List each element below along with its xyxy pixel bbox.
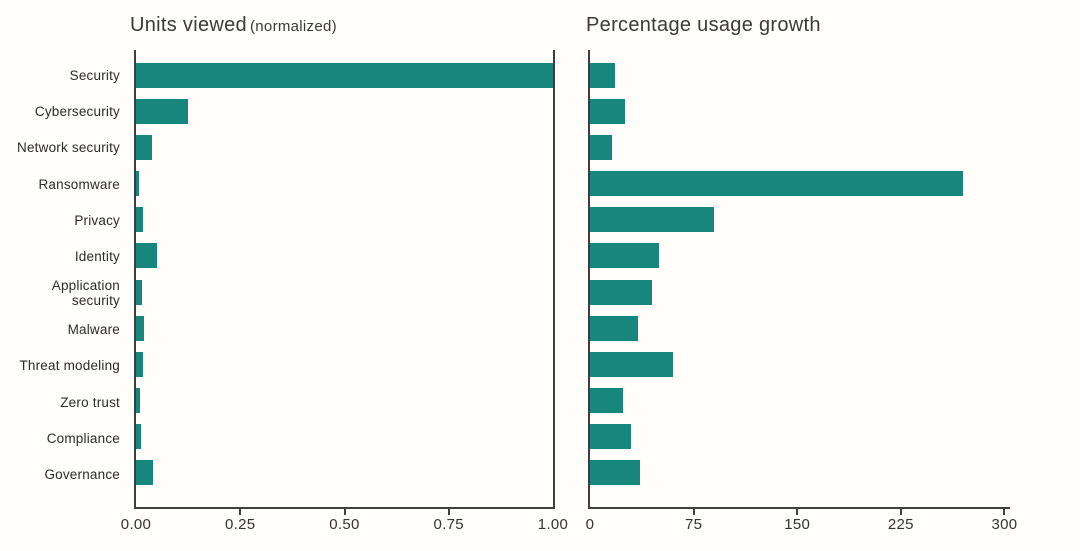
bar-identity <box>136 243 157 269</box>
bar-zero-trust <box>590 388 624 414</box>
category-label: Ransomware <box>38 176 120 192</box>
bar-compliance <box>590 424 632 450</box>
bar-identity <box>590 243 660 269</box>
bar-threat-modeling <box>590 351 673 377</box>
bar-network-security <box>136 134 152 160</box>
bar-governance <box>590 460 640 486</box>
bar-row <box>136 419 553 455</box>
bar-row <box>590 346 1010 382</box>
x-tick-label: 1.00 <box>537 516 569 533</box>
chart-title-units-viewed: Units viewed (normalized) <box>130 14 337 37</box>
bar-security <box>590 62 615 88</box>
plot-area-units-viewed <box>134 50 555 509</box>
x-tick-mark <box>899 509 902 515</box>
bar-governance <box>136 460 153 486</box>
bar-compliance <box>136 424 142 450</box>
x-tick-labels: 0.00 0.25 0.50 0.75 1.00 <box>121 516 568 536</box>
title-suffix: (normalized) <box>249 18 337 35</box>
category-label: Cybersecurity <box>34 103 120 119</box>
bar-threat-modeling <box>136 351 144 377</box>
x-tick-label: 0 <box>585 516 595 533</box>
bar-application-security <box>590 279 653 305</box>
bar-privacy <box>590 207 715 233</box>
bar-network-security <box>590 134 613 160</box>
category-label: Identity <box>74 249 120 265</box>
bar-row <box>590 202 1010 238</box>
category-label: Application security <box>51 278 120 309</box>
x-tick-label: 225 <box>887 516 914 533</box>
bar-cybersecurity <box>136 98 189 124</box>
bar-row <box>590 274 1010 310</box>
bar-application-security <box>136 279 142 305</box>
bar-row <box>136 93 553 129</box>
title-text: Percentage usage growth <box>586 14 821 36</box>
bar-row <box>590 93 1010 129</box>
bar-ransomware <box>590 171 964 197</box>
category-label: Network security <box>17 140 120 156</box>
x-tick-label: 0.75 <box>433 516 464 533</box>
x-tick-marks <box>136 509 553 517</box>
x-tick-label: 300 <box>991 516 1018 533</box>
bar-row <box>590 383 1010 419</box>
x-tick-label: 0.00 <box>120 516 152 533</box>
bar-privacy <box>136 207 144 233</box>
bar-row <box>590 238 1010 274</box>
bar-row <box>136 238 553 274</box>
bar-row <box>590 455 1010 491</box>
bar-row <box>590 129 1010 165</box>
x-tick-label: 0.50 <box>329 516 360 533</box>
category-label: Zero trust <box>60 394 120 410</box>
bar-row <box>136 383 553 419</box>
bar-row <box>590 57 1010 93</box>
bar-row <box>136 57 553 93</box>
x-tick-labels: 0 75 150 225 300 <box>586 516 1017 536</box>
x-tick-mark <box>239 509 242 515</box>
bar-row <box>136 310 553 346</box>
x-tick-mark <box>1003 509 1006 515</box>
x-tick-mark <box>692 509 695 515</box>
bar-row <box>136 166 553 202</box>
bar-cybersecurity <box>590 98 625 124</box>
category-label: Threat modeling <box>19 358 120 374</box>
bar-row <box>590 310 1010 346</box>
bar-row <box>136 129 553 165</box>
category-label: Compliance <box>46 430 120 446</box>
category-label: Governance <box>44 467 120 483</box>
bar-row <box>590 166 1010 202</box>
bar-zero-trust <box>136 388 141 414</box>
x-tick-mark <box>447 509 450 515</box>
bar-row <box>136 346 553 382</box>
category-label: Security <box>69 67 120 83</box>
bar-row <box>136 202 553 238</box>
x-tick-label: 75 <box>684 516 703 533</box>
x-tick-mark <box>796 509 799 515</box>
bar-row <box>590 419 1010 455</box>
bar-row <box>136 455 553 491</box>
x-tick-marks <box>590 509 1010 517</box>
bar-row <box>136 274 553 310</box>
bar-security <box>136 62 553 88</box>
category-labels: Security Cybersecurity Network security Ran… <box>14 50 120 509</box>
bar-ransomware <box>136 171 139 197</box>
bar-malware <box>590 315 639 341</box>
category-label: Privacy <box>74 212 120 228</box>
title-text: Units viewed <box>130 14 247 36</box>
x-tick-label: 150 <box>784 516 811 533</box>
x-tick-mark <box>343 509 346 515</box>
bar-malware <box>136 315 145 341</box>
category-label: Malware <box>67 321 120 337</box>
chart-title-usage-growth: Percentage usage growth <box>586 14 824 37</box>
x-tick-label: 0.25 <box>225 516 256 533</box>
plot-area-usage-growth <box>588 50 1010 509</box>
